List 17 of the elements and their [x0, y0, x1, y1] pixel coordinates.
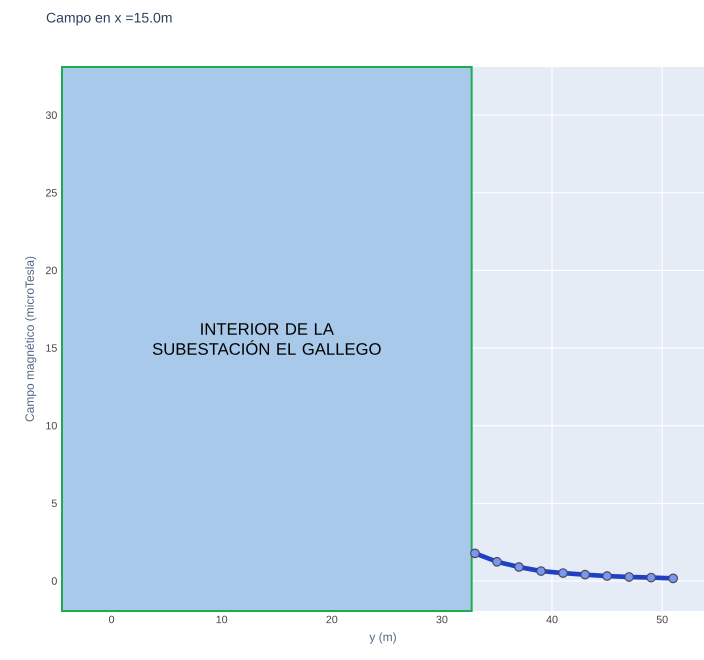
x-tick-label: 40 [546, 616, 558, 624]
y-tick-label: 30 [46, 111, 57, 119]
x-tick-label: 10 [216, 616, 228, 624]
y-tick-label: 0 [52, 577, 57, 585]
y-tick-label: 10 [46, 422, 57, 430]
y-tick-label: 15 [46, 344, 57, 352]
y-tick-label: 25 [46, 189, 57, 197]
x-tick-label: 20 [326, 616, 338, 624]
y-tick-label: 20 [46, 266, 57, 274]
y-axis-title: Campo magnético (microTesla) [24, 256, 36, 422]
x-tick-label: 30 [436, 616, 448, 624]
y-tick-label: 5 [52, 500, 57, 508]
chart-title: Campo en x =15.0m [46, 12, 172, 26]
band-label: INTERIOR DE LA SUBESTACIÓN EL GALLEGO [152, 323, 381, 355]
x-tick-label: 0 [109, 616, 114, 624]
x-tick-label: 50 [656, 616, 668, 624]
x-axis-title: y (m) [369, 632, 396, 644]
